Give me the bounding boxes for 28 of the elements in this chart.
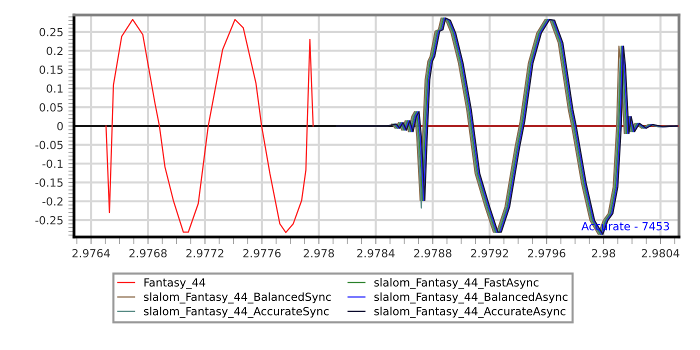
y-tick-label: 0.2: [46, 46, 62, 56]
legend-label: slalom_Fantasy_44_AccurateAsync: [374, 306, 566, 318]
x-tick-label: 2.9776: [243, 249, 281, 258]
y-tick-label: 0.1: [46, 84, 63, 93]
legend-label: slalom_Fantasy_44_BalancedSync: [144, 292, 331, 304]
legend-label: Fantasy_44: [144, 278, 206, 290]
x-tick-label: 2.9772: [186, 249, 224, 258]
y-tick-label: 0: [57, 122, 63, 130]
x-tick-label: 2.98: [592, 249, 616, 258]
x-tick-label: 2.9784: [357, 249, 395, 258]
x-tick-label: 2.9768: [129, 249, 167, 258]
x-tick-label: 2.9792: [471, 249, 508, 258]
legend-label: slalom_Fantasy_44_BalancedAsync: [374, 292, 568, 304]
x-tick-label: 2.9764: [72, 249, 110, 258]
y-tick-label: 0.05: [40, 103, 63, 112]
y-tick-label: -0.25: [35, 216, 63, 224]
y-tick-label: 0.25: [40, 28, 63, 36]
y-tick-label: -0.2: [42, 197, 62, 206]
x-tick-label: 2.9796: [528, 249, 566, 258]
x-tick-label: 2.978: [304, 249, 334, 258]
y-tick-label: -0.1: [42, 160, 63, 168]
legend-label: slalom_Fantasy_44_AccurateSync: [144, 306, 329, 318]
x-tick-label: 2.9788: [414, 249, 452, 258]
y-tick-label: 0.15: [40, 66, 63, 74]
y-tick-label: -0.05: [35, 140, 63, 150]
y-tick-label: -0.15: [35, 178, 63, 187]
legend-label: slalom_Fantasy_44_FastAsync: [374, 278, 538, 290]
x-tick-label: 2.9804: [642, 249, 680, 258]
